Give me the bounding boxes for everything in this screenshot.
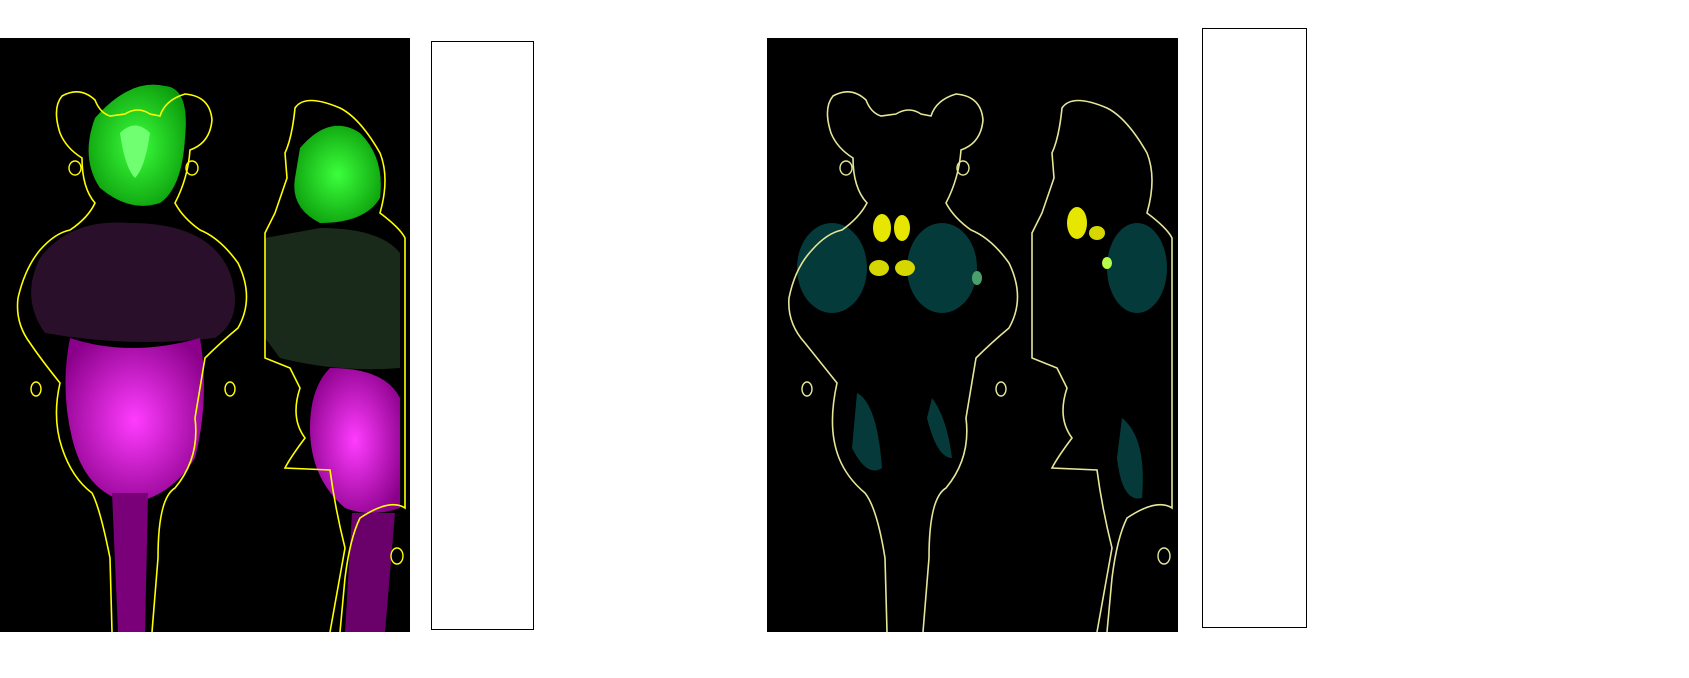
dorsal-outline: [16, 91, 248, 632]
lateral-spinal-cord-region: [345, 513, 395, 632]
spinal-cord-region: [112, 493, 148, 632]
left-tectum-region: [797, 223, 867, 313]
colorbar-left: [431, 41, 534, 630]
right-tectum-region: [907, 223, 977, 313]
yellow-spot-3: [869, 260, 889, 276]
dorsal-view-b: [797, 214, 982, 471]
cyan-strand-right: [927, 398, 952, 458]
lateral-outline-b: [1031, 99, 1173, 632]
brain-map-panel-right: [767, 38, 1178, 632]
left-eye-outline-b: [839, 160, 853, 176]
lateral-outline: [264, 99, 406, 632]
lateral-ear-outline-b: [1157, 547, 1171, 565]
brain-map-panel-left: [0, 38, 410, 632]
brain-map-left-svg: [16, 84, 406, 632]
lateral-yellow-spot: [1067, 207, 1087, 239]
brain-map-right-svg: [788, 91, 1173, 632]
lateral-ear-outline: [390, 547, 404, 565]
yellow-spot-2: [894, 215, 910, 241]
cyan-strand-left: [852, 393, 882, 471]
left-eye-outline: [68, 160, 82, 176]
right-ear-outline-b: [995, 381, 1007, 397]
lateral-midbrain-region: [265, 228, 400, 370]
lateral-view: [265, 125, 400, 632]
colorbar-right: [1202, 28, 1307, 628]
yellow-spot-4: [895, 260, 915, 276]
lateral-tectum-region: [1107, 223, 1167, 313]
lateral-view-b: [1067, 207, 1167, 499]
dorsal-view: [31, 84, 235, 632]
left-ear-outline: [30, 381, 42, 397]
yellow-spot-1: [873, 214, 891, 242]
lateral-forebrain-region: [294, 125, 381, 223]
hindbrain-region: [65, 338, 204, 503]
green-spot: [972, 271, 982, 285]
midbrain-region: [31, 222, 235, 342]
lateral-cyan-strand: [1117, 418, 1143, 499]
left-ear-outline-b: [801, 381, 813, 397]
lateral-green-spot: [1102, 257, 1112, 269]
right-ear-outline: [224, 381, 236, 397]
right-eye-outline-b: [956, 160, 970, 176]
dorsal-outline-b: [788, 91, 1019, 632]
right-eye-outline: [185, 160, 199, 176]
lateral-hindbrain-region: [310, 368, 400, 513]
forebrain-core: [120, 125, 150, 178]
lateral-yellow-spot-2: [1089, 226, 1105, 240]
